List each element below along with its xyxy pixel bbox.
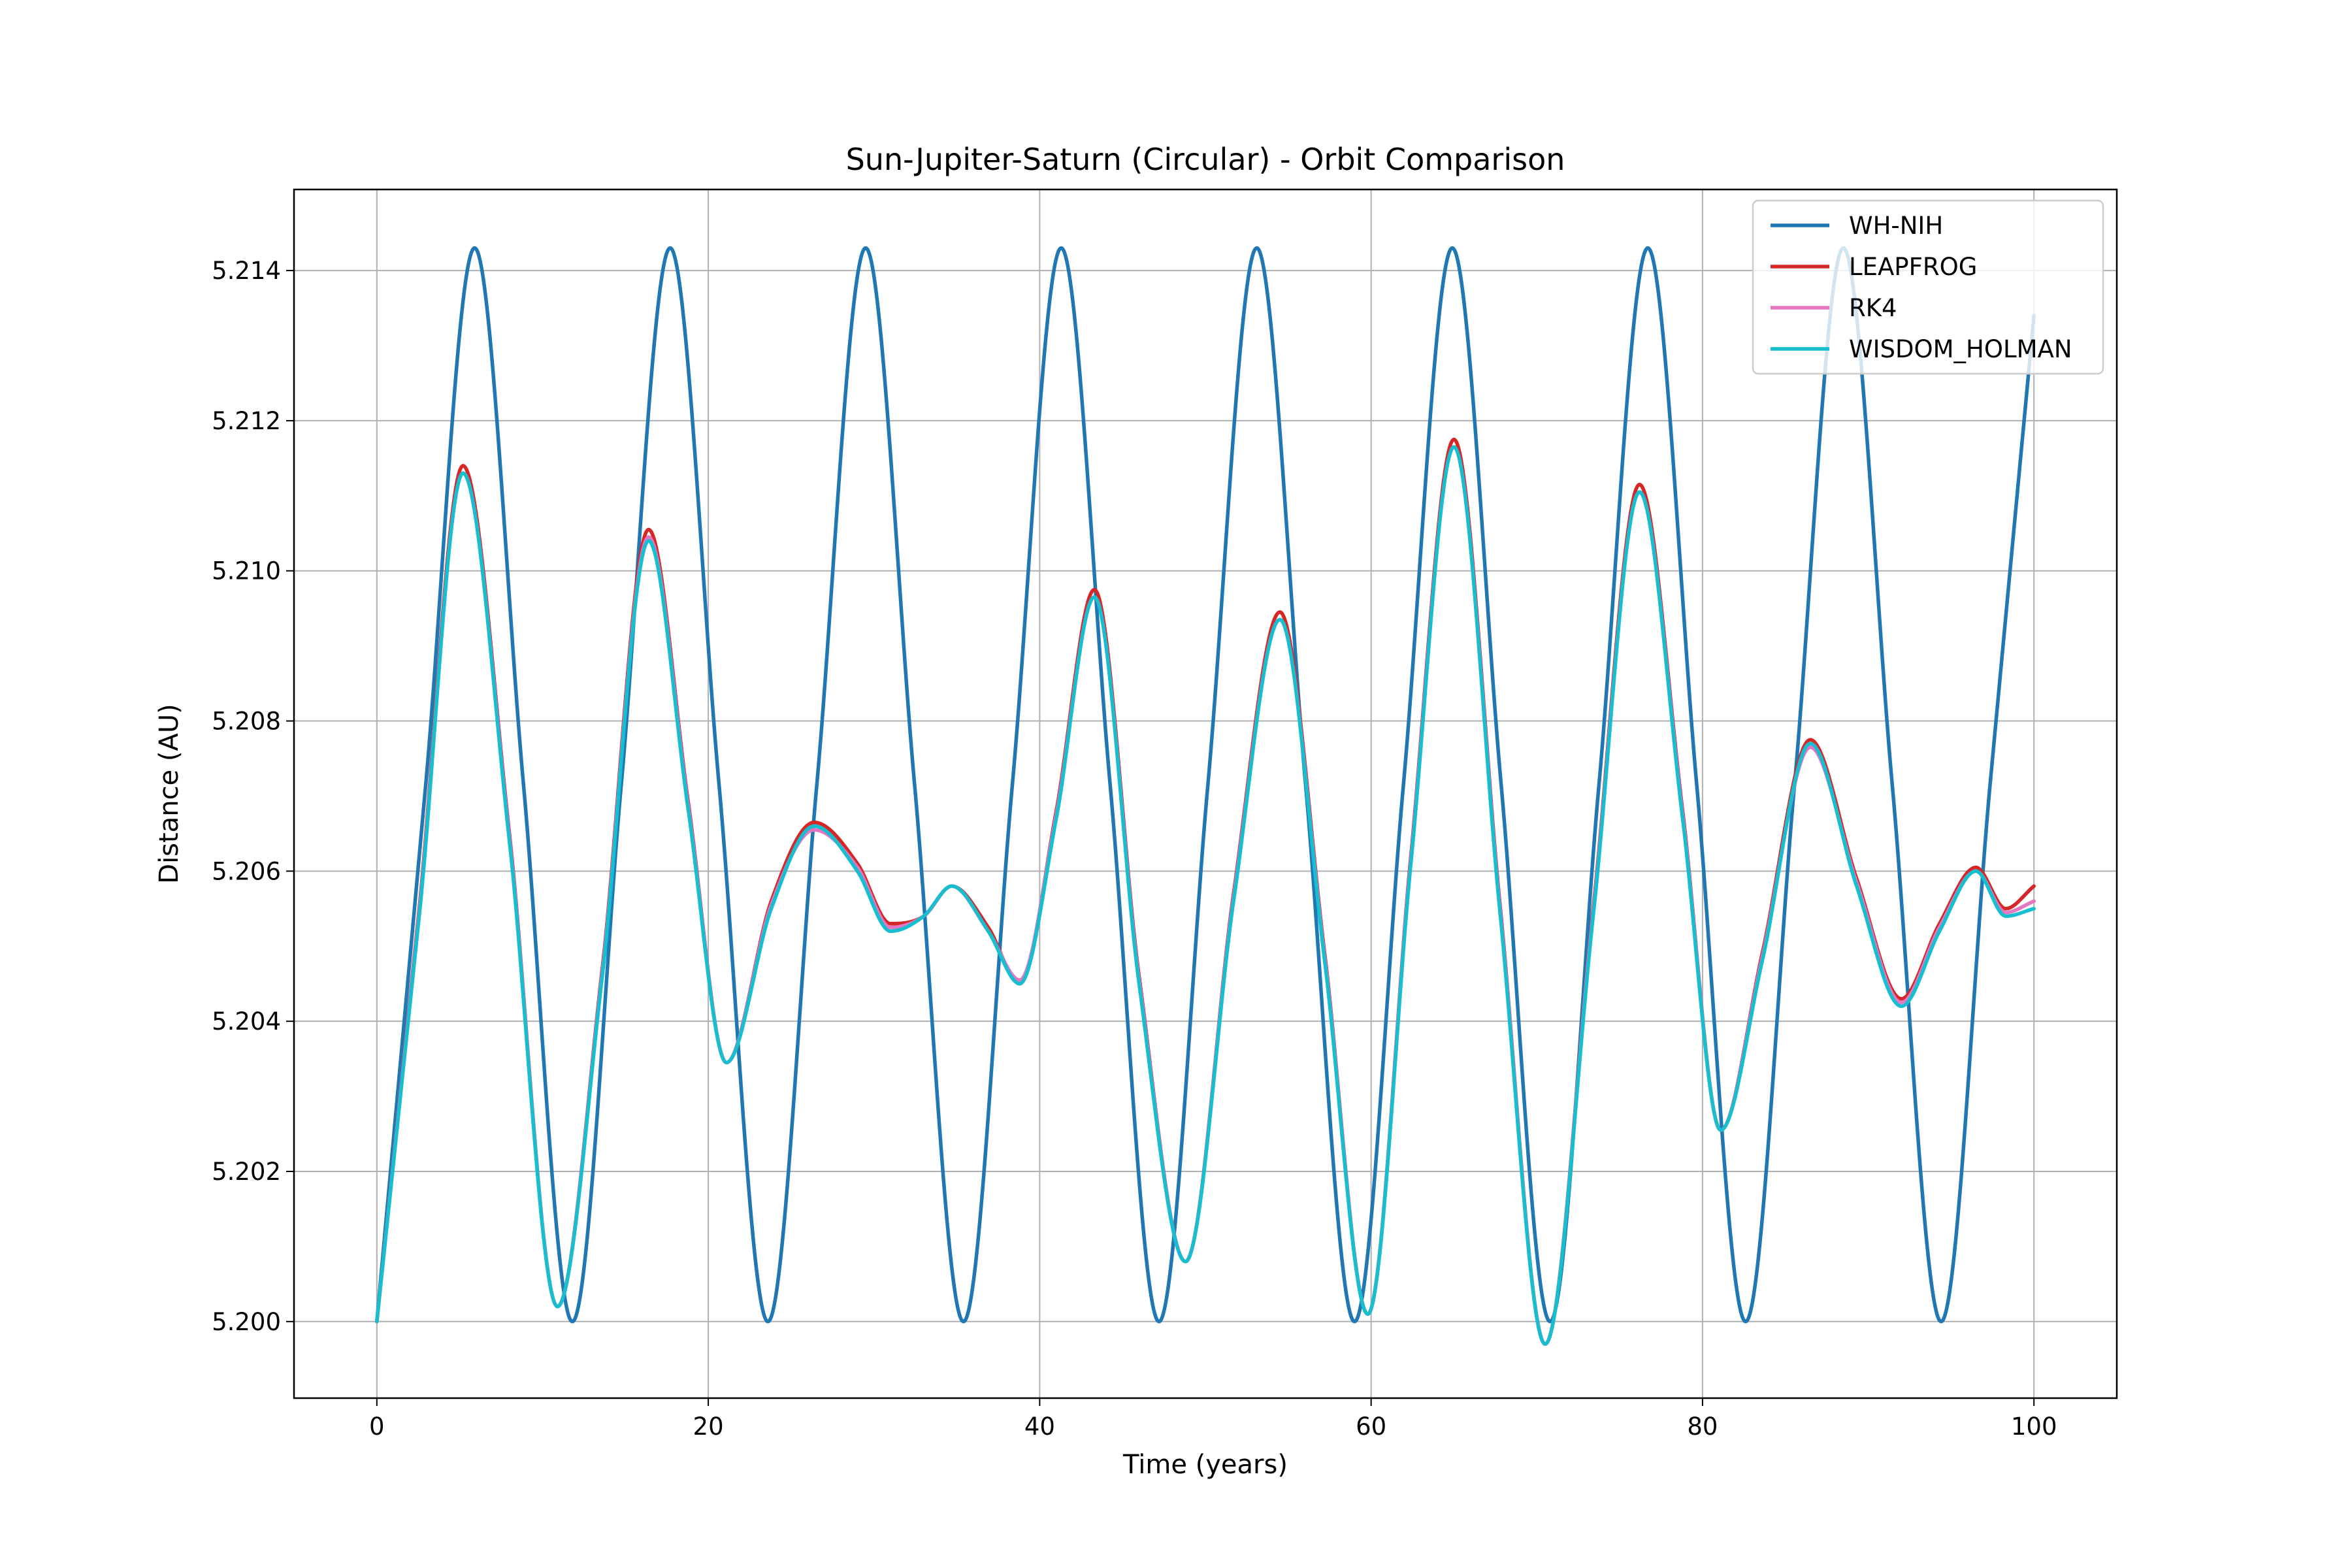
x-tick-label: 0 <box>369 1413 385 1441</box>
series-line-wisdom-holman <box>375 445 2036 1347</box>
plot-frame <box>293 188 2118 1399</box>
legend-label-wh-nih: WH-NIH <box>1849 212 1943 240</box>
x-axis-label: Time (years) <box>1122 1450 1288 1480</box>
y-axis-label: Distance (AU) <box>154 704 184 883</box>
y-tick-label: 5.202 <box>212 1158 281 1186</box>
legend-label-leapfrog: LEAPFROG <box>1849 253 1977 281</box>
y-axis-ticks: 5.200 5.202 5.204 5.206 5.208 5.210 5.212 5.214 <box>212 257 294 1336</box>
x-tick-label: 80 <box>1687 1413 1718 1441</box>
chart-title: Sun-Jupiter-Saturn (Circular) - Orbit Co… <box>846 142 1565 177</box>
y-tick-label: 5.210 <box>212 557 281 585</box>
legend-frame <box>1752 199 2104 375</box>
legend-label-rk4: RK4 <box>1849 294 1897 322</box>
legend-label-wisdom-holman: WISDOM_HOLMAN <box>1849 335 2072 363</box>
y-tick-label: 5.212 <box>212 407 281 435</box>
series-line-wh-nih <box>375 246 2036 1324</box>
x-tick-label: 60 <box>1356 1413 1386 1441</box>
legend: WH-NIH LEAPFROG RK4 WISDOM_HOLMAN <box>1752 199 2104 375</box>
x-tick-label: 20 <box>693 1413 724 1441</box>
y-tick-label: 5.214 <box>212 257 281 285</box>
y-tick-label: 5.208 <box>212 708 281 736</box>
x-axis-ticks: 0 20 40 60 80 100 <box>369 1398 2057 1441</box>
plot-lines <box>375 246 2036 1347</box>
y-tick-label: 5.200 <box>212 1308 281 1336</box>
y-tick-label: 5.206 <box>212 857 281 885</box>
x-tick-label: 40 <box>1024 1413 1055 1441</box>
x-tick-label: 100 <box>2011 1413 2057 1441</box>
y-tick-label: 5.204 <box>212 1007 281 1036</box>
